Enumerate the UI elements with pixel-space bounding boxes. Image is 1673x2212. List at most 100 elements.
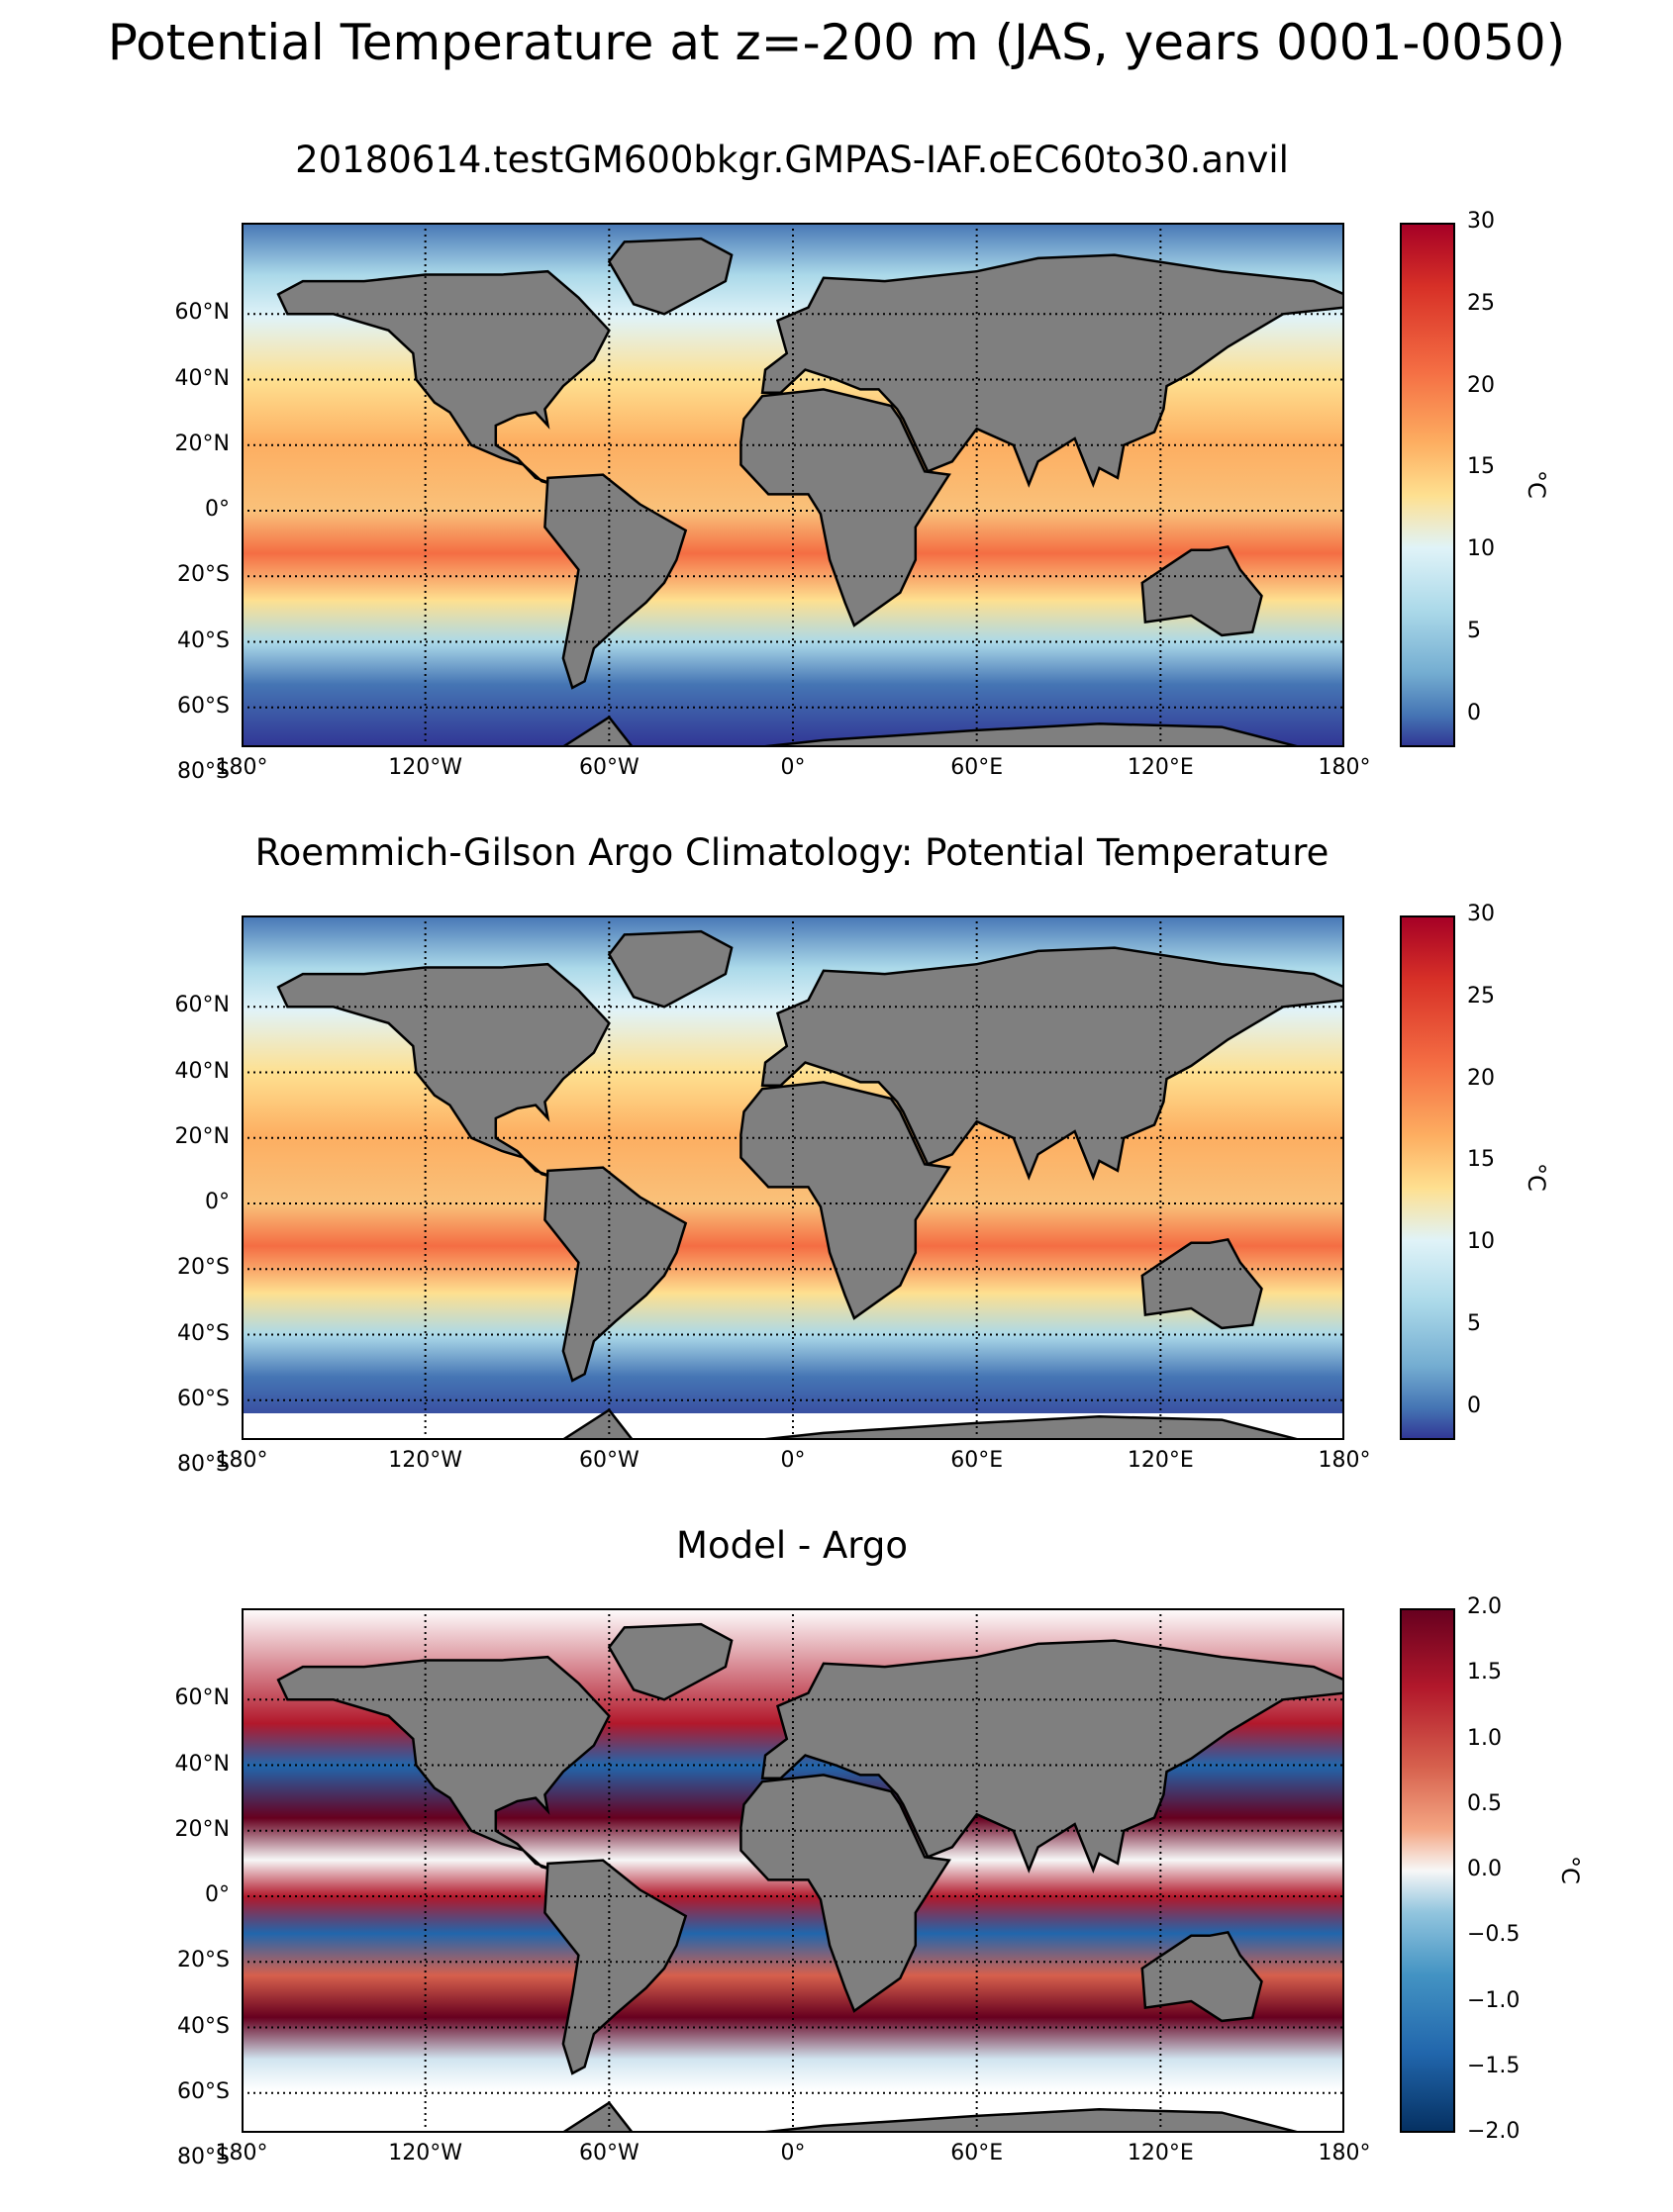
colorbar-tick-label: 15 (1467, 454, 1495, 480)
lon-tick-label: 120°W (388, 755, 463, 780)
lat-tick-label: 60°S (177, 693, 230, 719)
figure-title: Potential Temperature at z=-200 m (JAS, … (107, 14, 1566, 71)
colorbar-tick-label: 0.0 (1467, 1857, 1502, 1881)
panel-2-map (242, 915, 1344, 1440)
lat-tick-label: 20°S (177, 1948, 230, 1973)
lat-tick-label: 40°S (177, 1320, 230, 1346)
land-south-america (543, 1859, 688, 2075)
lat-tick-label: 20°S (177, 562, 230, 588)
colorbar-tick-label: 15 (1467, 1147, 1495, 1173)
lon-tick-label: 0° (780, 755, 806, 780)
colorbar-unit-label: °C (1523, 1163, 1550, 1192)
colorbar-gradient (1400, 1608, 1455, 2133)
lat-tick-label: 20°S (177, 1255, 230, 1281)
map-canvas (242, 915, 1344, 1440)
panel-2-title: Roemmich-Gilson Argo Climatology: Potent… (254, 831, 1329, 874)
land-australia (1140, 1931, 1263, 2023)
lat-tick-label: 60°S (177, 1386, 230, 1411)
land-south-america (543, 473, 688, 690)
lat-tick-label: 60°S (177, 2078, 230, 2104)
lon-tick-label: 0° (780, 1448, 806, 1473)
panel-1-map (242, 223, 1344, 747)
lon-tick-label: 180° (1318, 2141, 1371, 2165)
land-australia (1140, 545, 1263, 637)
colorbar-unit-label: °C (1523, 470, 1550, 499)
land-greenland (607, 929, 734, 1009)
panel-3-colorbar (1400, 1608, 1455, 2133)
lon-tick-label: 60°E (950, 2141, 1004, 2165)
lon-tick-label: 120°E (1127, 1448, 1194, 1473)
colorbar-tick-label: −2.0 (1467, 2119, 1521, 2144)
lat-tick-label: 20°N (174, 431, 230, 456)
colorbar-tick-label: 2.0 (1467, 1594, 1502, 1619)
lon-tick-label: 180° (215, 2141, 268, 2165)
lon-tick-label: 120°E (1127, 2141, 1194, 2165)
land-eurasia (760, 1639, 1344, 1874)
lat-tick-label: 80°S (177, 2145, 230, 2169)
map-canvas (242, 223, 1344, 747)
colorbar-tick-label: 10 (1467, 1229, 1495, 1255)
colorbar-gradient (1400, 223, 1455, 747)
land-antarctica (522, 2101, 1303, 2133)
land-north-america (276, 962, 611, 1179)
lat-tick-label: 80°S (177, 759, 230, 784)
lon-tick-label: 180° (1318, 1448, 1371, 1473)
lon-tick-label: 60°W (578, 1448, 640, 1473)
panel-3-title: Model - Argo (676, 1524, 908, 1567)
colorbar-canvas (1400, 223, 1455, 747)
lat-tick-label: 40°S (177, 2013, 230, 2039)
colorbar-tick-label: 30 (1467, 209, 1495, 234)
lon-tick-label: 60°W (578, 755, 640, 780)
colorbar-tick-label: 5 (1467, 1311, 1481, 1337)
map-frame (242, 1608, 1344, 2133)
colorbar-tick-label: 5 (1467, 619, 1481, 644)
land-north-america (276, 269, 611, 486)
colorbar-tick-label: 0 (1467, 700, 1481, 725)
land-greenland (607, 237, 734, 316)
colorbar-tick-label: −0.5 (1467, 1922, 1521, 1948)
lat-tick-label: 60°N (174, 300, 230, 326)
lat-tick-label: 20°N (174, 1816, 230, 1842)
panel-1-title: 20180614.testGM600bkgr.GMPAS-IAF.oEC60to… (295, 139, 1289, 181)
lon-tick-label: 180° (1318, 755, 1371, 780)
lon-tick-label: 0° (780, 2141, 806, 2165)
lat-tick-label: 60°N (174, 1685, 230, 1711)
land-eurasia (760, 946, 1344, 1181)
colorbar-tick-label: 0.5 (1467, 1790, 1502, 1816)
lat-tick-label: 0° (205, 1882, 230, 1907)
colorbar-tick-label: 25 (1467, 983, 1495, 1009)
colorbar-tick-label: 20 (1467, 1065, 1495, 1091)
lat-tick-label: 40°N (174, 1751, 230, 1777)
lat-tick-label: 40°S (177, 627, 230, 653)
land-greenland (607, 1622, 734, 1701)
colorbar-tick-label: −1.0 (1467, 1987, 1521, 2013)
lon-tick-label: 180° (215, 1448, 268, 1473)
colorbar-tick-label: −1.5 (1467, 2053, 1521, 2078)
lat-tick-label: 20°N (174, 1123, 230, 1149)
colorbar-tick-label: 0 (1467, 1393, 1481, 1418)
colorbar-unit-label: °C (1556, 1856, 1584, 1884)
panel-3-map (242, 1608, 1344, 2133)
panel-2-colorbar (1400, 915, 1455, 1440)
lon-tick-label: 180° (215, 755, 268, 780)
lat-tick-label: 40°N (174, 1058, 230, 1084)
lat-tick-label: 0° (205, 497, 230, 522)
lat-tick-label: 0° (205, 1190, 230, 1214)
colorbar-tick-label: 1.5 (1467, 1660, 1502, 1685)
panel-1-colorbar (1400, 223, 1455, 747)
colorbar-canvas (1400, 1608, 1455, 2133)
lon-tick-label: 60°W (578, 2141, 640, 2165)
land-eurasia (760, 253, 1344, 488)
colorbar-canvas (1400, 915, 1455, 1440)
lon-tick-label: 120°W (388, 2141, 463, 2165)
land-north-america (276, 1655, 611, 1872)
colorbar-tick-label: 30 (1467, 902, 1495, 926)
lon-tick-label: 60°E (950, 755, 1004, 780)
lat-tick-label: 40°N (174, 365, 230, 391)
map-frame (242, 915, 1344, 1440)
lat-tick-label: 60°N (174, 993, 230, 1018)
land-antarctica (522, 1408, 1303, 1440)
map-canvas (242, 1608, 1344, 2133)
map-frame (242, 223, 1344, 747)
colorbar-tick-label: 1.0 (1467, 1725, 1502, 1751)
